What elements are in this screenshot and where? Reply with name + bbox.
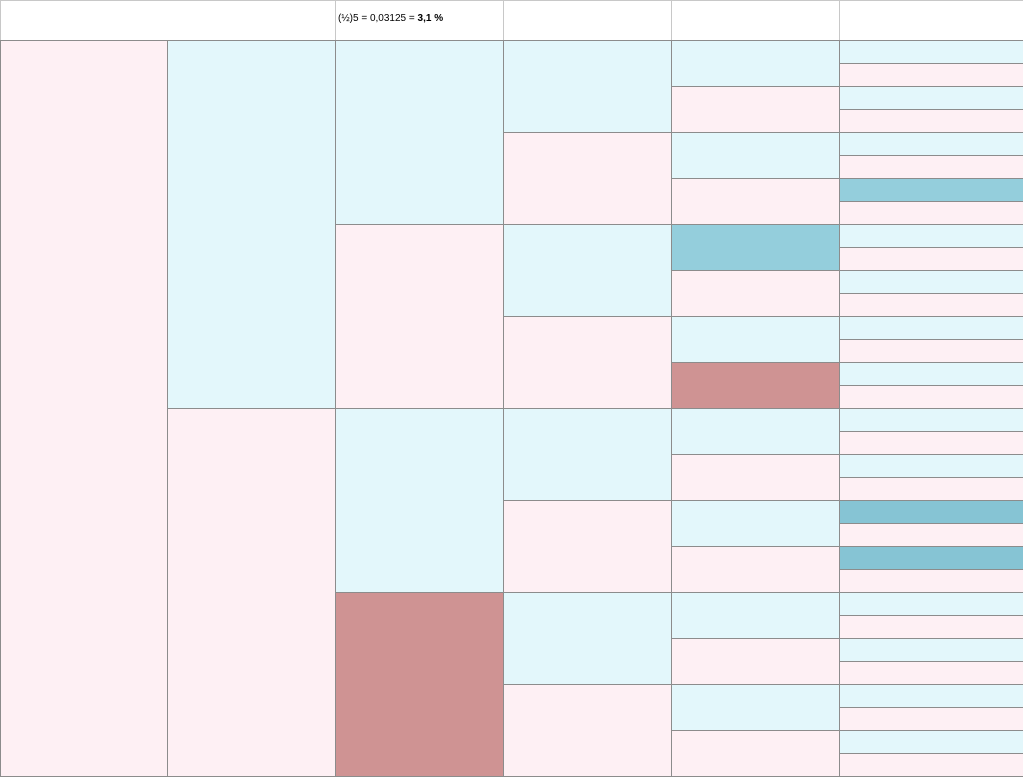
male-ancestor-cell xyxy=(503,132,672,225)
female-ancestor-cell xyxy=(839,362,1023,386)
male-ancestor-cell xyxy=(503,684,672,777)
header-cell xyxy=(335,0,504,41)
affected-male-cell xyxy=(671,362,840,409)
female-ancestor-cell xyxy=(839,40,1023,64)
female-ancestor-cell xyxy=(839,132,1023,156)
male-ancestor-cell xyxy=(503,500,672,593)
female-ancestor-cell xyxy=(839,408,1023,432)
male-ancestor-cell xyxy=(839,155,1023,179)
male-ancestor-cell xyxy=(839,109,1023,133)
female-ancestor-cell xyxy=(335,408,504,593)
male-ancestor-cell xyxy=(671,86,840,133)
female-ancestor-cell xyxy=(167,40,336,409)
male-ancestor-cell xyxy=(671,546,840,593)
male-ancestor-cell xyxy=(167,408,336,777)
male-ancestor-cell xyxy=(839,707,1023,731)
male-ancestor-cell xyxy=(839,615,1023,639)
female-ancestor-cell xyxy=(671,316,840,363)
female-ancestor-cell xyxy=(671,592,840,639)
female-ancestor-cell xyxy=(839,684,1023,708)
male-ancestor-cell xyxy=(839,523,1023,547)
male-ancestor-cell xyxy=(335,224,504,409)
male-ancestor-cell xyxy=(839,339,1023,363)
header-cell xyxy=(839,0,1023,41)
formula-text: (½)5 = 0,03125 = xyxy=(338,13,418,24)
female-ancestor-cell xyxy=(839,454,1023,478)
female-ancestor-cell xyxy=(671,684,840,731)
male-ancestor-cell xyxy=(839,293,1023,317)
affected-female-cell xyxy=(671,224,840,271)
female-ancestor-cell xyxy=(839,224,1023,248)
male-ancestor-cell xyxy=(839,201,1023,225)
male-ancestor-cell xyxy=(671,270,840,317)
probability-formula: (½)5 = 0,03125 = 3,1 % xyxy=(338,13,443,24)
male-ancestor-cell xyxy=(671,454,840,501)
affected-male-cell xyxy=(335,592,504,777)
male-ancestor-cell xyxy=(839,385,1023,409)
header-cell xyxy=(671,0,840,41)
female-ancestor-cell xyxy=(503,592,672,685)
male-ancestor-cell xyxy=(671,178,840,225)
male-ancestor-cell xyxy=(503,316,672,409)
male-ancestor-cell xyxy=(671,730,840,777)
male-ancestor-cell xyxy=(0,40,168,777)
female-ancestor-cell xyxy=(839,592,1023,616)
female-ancestor-cell xyxy=(503,224,672,317)
male-ancestor-cell xyxy=(839,63,1023,87)
male-ancestor-cell xyxy=(839,477,1023,501)
female-ancestor-cell xyxy=(671,500,840,547)
header-cell xyxy=(0,0,336,41)
female-ancestor-cell xyxy=(839,730,1023,754)
male-ancestor-cell xyxy=(671,638,840,685)
male-ancestor-cell xyxy=(839,661,1023,685)
male-ancestor-cell xyxy=(839,247,1023,271)
female-ancestor-cell xyxy=(839,270,1023,294)
male-ancestor-cell xyxy=(839,569,1023,593)
male-ancestor-cell xyxy=(839,753,1023,777)
female-ancestor-cell xyxy=(839,316,1023,340)
female-ancestor-cell xyxy=(671,132,840,179)
affected-female-cell xyxy=(839,546,1023,570)
female-ancestor-cell xyxy=(839,638,1023,662)
female-ancestor-cell xyxy=(335,40,504,225)
header-cell xyxy=(503,0,672,41)
male-ancestor-cell xyxy=(839,431,1023,455)
female-ancestor-cell xyxy=(503,40,672,133)
female-ancestor-cell xyxy=(839,86,1023,110)
female-ancestor-cell xyxy=(671,408,840,455)
affected-female-cell xyxy=(839,500,1023,524)
female-ancestor-cell xyxy=(671,40,840,87)
formula-result: 3,1 % xyxy=(417,13,444,24)
affected-female-cell xyxy=(839,178,1023,202)
female-ancestor-cell xyxy=(503,408,672,501)
